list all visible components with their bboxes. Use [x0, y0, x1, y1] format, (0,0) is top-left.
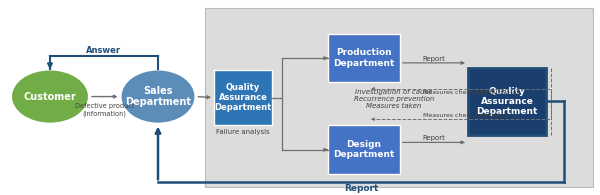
Text: Report: Report: [422, 56, 445, 62]
Text: Defective product
(information): Defective product (information): [75, 104, 134, 117]
Text: Quality
Assurance
Department: Quality Assurance Department: [214, 83, 272, 113]
Text: Sales
Department: Sales Department: [125, 86, 191, 107]
Text: Report: Report: [422, 135, 445, 141]
Text: Customer: Customer: [23, 92, 76, 102]
FancyBboxPatch shape: [328, 35, 400, 82]
Text: Report: Report: [344, 184, 378, 193]
FancyBboxPatch shape: [328, 125, 400, 174]
FancyBboxPatch shape: [214, 70, 272, 125]
Ellipse shape: [11, 69, 89, 124]
FancyBboxPatch shape: [205, 8, 593, 187]
Text: Measures check and follow-up: Measures check and follow-up: [423, 113, 518, 118]
Text: Design
Department: Design Department: [334, 140, 395, 160]
Text: Quality
Assurance
Department: Quality Assurance Department: [476, 87, 538, 116]
Text: Measures check and follow-up: Measures check and follow-up: [423, 90, 518, 95]
Ellipse shape: [121, 69, 196, 124]
Text: Answer: Answer: [86, 46, 122, 55]
FancyBboxPatch shape: [468, 68, 546, 135]
Text: Investigation of cause
Recurrence prevention
Measures taken: Investigation of cause Recurrence preven…: [354, 88, 434, 109]
Text: Failure analysis: Failure analysis: [216, 129, 270, 135]
Text: Production
Department: Production Department: [334, 48, 395, 68]
